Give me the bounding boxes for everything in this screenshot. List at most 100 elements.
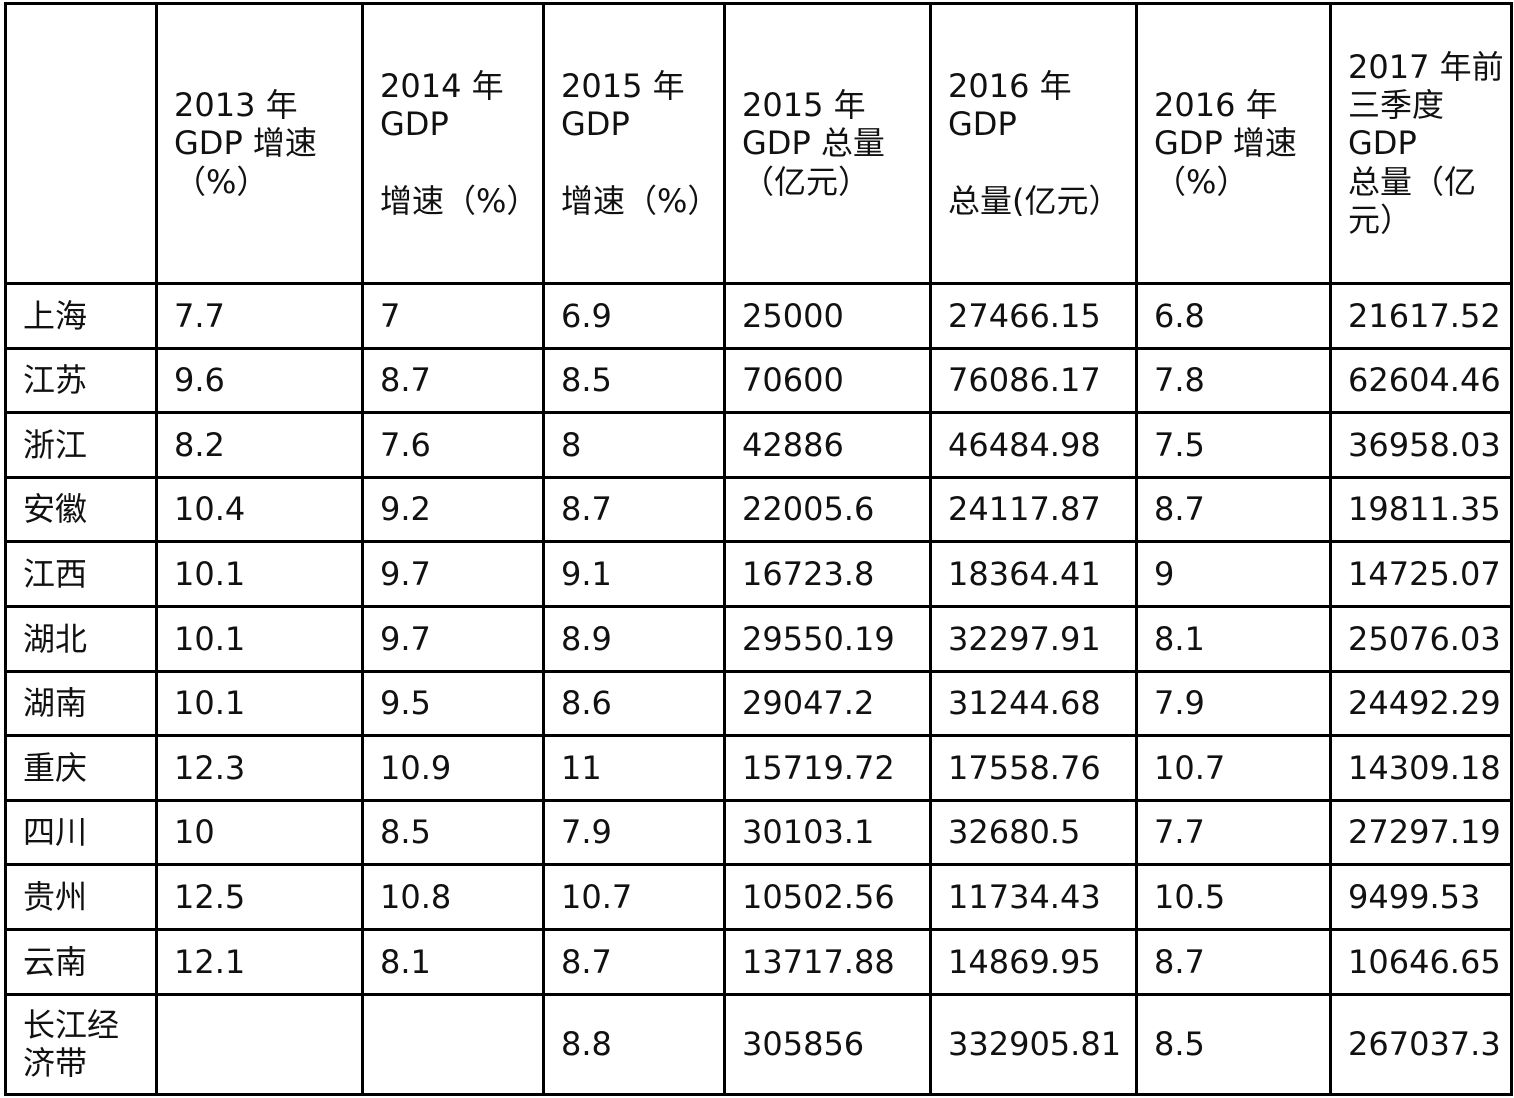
value-cell: 7.6 bbox=[361, 411, 545, 479]
table-row: 重庆 12.3 10.9 11 15719.72 17558.76 10.7 14309.18 bbox=[4, 734, 1513, 802]
value-cell: 16723.8 bbox=[723, 540, 932, 608]
table-header: 2013 年 GDP 增速 （%） 2014 年 GDP 增速（%） 2015 年 GDP 增速… bbox=[4, 2, 1513, 285]
table-row: 贵州 12.5 10.8 10.7 10502.56 11734.43 10.5 9499.5… bbox=[4, 863, 1513, 931]
value-cell: 9.7 bbox=[361, 540, 545, 608]
header-line: GDP bbox=[948, 105, 1017, 144]
table-row: 长江经济带 8.8 305856 332905.81 8.5 267037.3 bbox=[4, 992, 1513, 1096]
header-cell: 2014 年 GDP 增速（%） bbox=[361, 2, 545, 285]
value-cell: 12.3 bbox=[155, 734, 364, 802]
value-cell: 267037.3 bbox=[1329, 992, 1513, 1096]
header-line: 2016 年 bbox=[948, 66, 1072, 105]
value-cell: 7 bbox=[361, 282, 545, 350]
value-cell: 8.9 bbox=[542, 604, 726, 673]
value-cell: 7.8 bbox=[1135, 346, 1332, 415]
value-cell: 8.6 bbox=[542, 669, 726, 738]
header-row: 2013 年 GDP 增速 （%） 2014 年 GDP 增速（%） 2015 年 GDP 增速… bbox=[4, 2, 1513, 285]
value-cell: 15719.72 bbox=[723, 734, 932, 802]
value-cell: 10.7 bbox=[542, 863, 726, 931]
value-cell: 32680.5 bbox=[929, 798, 1138, 867]
value-cell: 10.8 bbox=[361, 863, 545, 931]
value-cell: 10646.65 bbox=[1329, 927, 1513, 996]
header-line: GDP bbox=[561, 105, 630, 144]
header-line bbox=[380, 144, 541, 182]
value-cell: 30103.1 bbox=[723, 798, 932, 867]
table-row: 江苏 9.6 8.7 8.5 70600 76086.17 7.8 62604.46 bbox=[4, 346, 1513, 415]
value-cell: 24492.29 bbox=[1329, 669, 1513, 738]
header-cell bbox=[4, 2, 158, 285]
value-cell: 9.6 bbox=[155, 346, 364, 415]
header-cell: 2015 年 GDP 总量 （亿元） bbox=[723, 2, 932, 285]
table-row: 四川 10 8.5 7.9 30103.1 32680.5 7.7 27297.19 bbox=[4, 798, 1513, 867]
value-cell: 12.1 bbox=[155, 927, 364, 996]
header-cell: 2016 年 GDP 总量(亿元） bbox=[929, 2, 1138, 285]
value-cell: 9.5 bbox=[361, 669, 545, 738]
region-cell: 重庆 bbox=[4, 734, 158, 802]
header-line: （%） bbox=[174, 162, 269, 201]
value-cell: 14725.07 bbox=[1329, 540, 1513, 608]
value-cell: 21617.52 bbox=[1329, 282, 1513, 350]
table-row: 浙江 8.2 7.6 8 42886 46484.98 7.5 36958.03 bbox=[4, 411, 1513, 479]
header-line: 总量（亿 bbox=[1348, 162, 1477, 201]
value-cell: 10.1 bbox=[155, 604, 364, 673]
value-cell: 8.2 bbox=[155, 411, 364, 479]
value-cell: 29550.19 bbox=[723, 604, 932, 673]
value-cell: 8.7 bbox=[542, 927, 726, 996]
value-cell: 7.5 bbox=[1135, 411, 1332, 479]
table-body: 上海 7.7 7 6.9 25000 27466.15 6.8 21617.52 江苏 9.6 8.… bbox=[4, 282, 1513, 1096]
header-cell: 2016 年 GDP 增速 （%） bbox=[1135, 2, 1332, 285]
header-line: 2015 年 bbox=[742, 85, 866, 124]
table-row: 江西 10.1 9.7 9.1 16723.8 18364.41 9 14725.07 bbox=[4, 540, 1513, 608]
value-cell: 17558.76 bbox=[929, 734, 1138, 802]
value-cell: 7.9 bbox=[1135, 669, 1332, 738]
gdp-table: 2013 年 GDP 增速 （%） 2014 年 GDP 增速（%） 2015 年 GDP 增速… bbox=[4, 2, 1513, 1096]
header-line: （%） bbox=[1154, 162, 1249, 201]
value-cell: 24117.87 bbox=[929, 475, 1138, 544]
value-cell: 9.7 bbox=[361, 604, 545, 673]
value-cell: 62604.46 bbox=[1329, 346, 1513, 415]
value-cell: 76086.17 bbox=[929, 346, 1138, 415]
value-cell: 9499.53 bbox=[1329, 863, 1513, 931]
value-cell: 12.5 bbox=[155, 863, 364, 931]
value-cell: 10.4 bbox=[155, 475, 364, 544]
header-line bbox=[23, 125, 154, 163]
region-cell: 贵州 bbox=[4, 863, 158, 931]
header-line: 2015 年 bbox=[561, 66, 685, 105]
value-cell: 22005.6 bbox=[723, 475, 932, 544]
value-cell: 6.8 bbox=[1135, 282, 1332, 350]
header-cell: 2015 年 GDP 增速（%） bbox=[542, 2, 726, 285]
value-cell: 32297.91 bbox=[929, 604, 1138, 673]
value-cell: 305856 bbox=[723, 992, 932, 1096]
region-cell: 云南 bbox=[4, 927, 158, 996]
region-cell: 长江经济带 bbox=[4, 992, 158, 1096]
value-cell: 27297.19 bbox=[1329, 798, 1513, 867]
value-cell: 8.5 bbox=[361, 798, 545, 867]
value-cell: 31244.68 bbox=[929, 669, 1138, 738]
value-cell: 10.1 bbox=[155, 669, 364, 738]
value-cell bbox=[361, 992, 545, 1096]
value-cell: 8.7 bbox=[1135, 475, 1332, 544]
header-line: GDP 增速 bbox=[1154, 124, 1297, 163]
table-row: 湖北 10.1 9.7 8.9 29550.19 32297.91 8.1 25076.03 bbox=[4, 604, 1513, 673]
value-cell: 25000 bbox=[723, 282, 932, 350]
value-cell: 10.1 bbox=[155, 540, 364, 608]
header-line: 2014 年 bbox=[380, 66, 504, 105]
header-line: GDP bbox=[380, 105, 449, 144]
value-cell: 42886 bbox=[723, 411, 932, 479]
header-line: GDP 总量 bbox=[742, 124, 885, 163]
header-line bbox=[561, 144, 722, 182]
header-line: 增速（%） bbox=[561, 181, 720, 220]
value-cell: 10 bbox=[155, 798, 364, 867]
value-cell: 11734.43 bbox=[929, 863, 1138, 931]
region-cell: 安徽 bbox=[4, 475, 158, 544]
value-cell: 70600 bbox=[723, 346, 932, 415]
header-line: （亿元） bbox=[742, 162, 871, 201]
header-line: GDP 增速 bbox=[174, 124, 317, 163]
value-cell: 10502.56 bbox=[723, 863, 932, 931]
value-cell: 7.7 bbox=[1135, 798, 1332, 867]
value-cell: 11 bbox=[542, 734, 726, 802]
table-row: 湖南 10.1 9.5 8.6 29047.2 31244.68 7.9 24492.29 bbox=[4, 669, 1513, 738]
table-row: 云南 12.1 8.1 8.7 13717.88 14869.95 8.7 10646.65 bbox=[4, 927, 1513, 996]
value-cell: 10.7 bbox=[1135, 734, 1332, 802]
header-cell: 2013 年 GDP 增速 （%） bbox=[155, 2, 364, 285]
value-cell: 9.1 bbox=[542, 540, 726, 608]
